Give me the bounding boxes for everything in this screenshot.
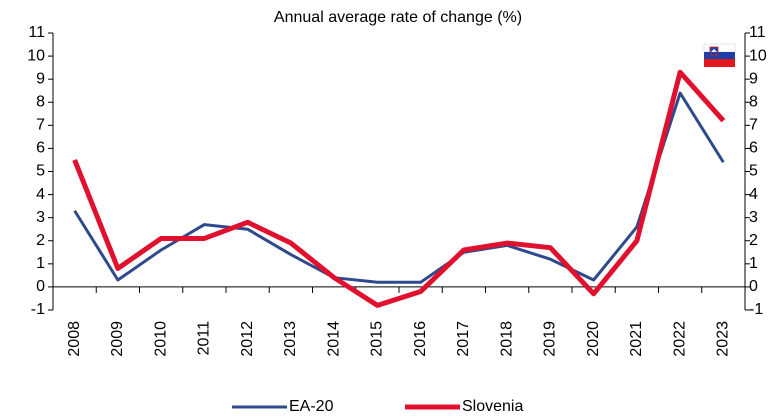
x-tick-label: 2016 [412, 321, 429, 357]
y-tick-label: 1 [36, 255, 45, 272]
y2-tick-label: 0 [749, 278, 758, 295]
series-line [72, 69, 726, 308]
y-tick-label: 5 [36, 163, 45, 180]
y2-tick-label: 6 [749, 140, 758, 157]
y-tick-label: 4 [36, 186, 45, 203]
y-tick-label: 0 [36, 278, 45, 295]
y2-tick-label: 1 [749, 255, 758, 272]
y2-tick-label: 2 [749, 232, 758, 249]
x-tick-label: 2014 [325, 321, 342, 357]
y2-tick-label: 4 [749, 186, 758, 203]
x-tick-label: 2010 [152, 321, 169, 357]
x-tick-label: 2021 [628, 321, 645, 357]
x-tick-label: 2017 [455, 321, 472, 357]
x-tick-label: 2018 [498, 321, 515, 357]
y2-tick-label: 9 [749, 70, 758, 87]
y2-tick-label: 7 [749, 117, 758, 134]
x-tick-label: 2013 [282, 321, 299, 357]
y2-tick-label: 8 [749, 93, 758, 110]
y-tick-label: 7 [36, 117, 45, 134]
y-tick-label: 9 [36, 70, 45, 87]
y2-tick-label: 5 [749, 163, 758, 180]
x-tick-label: 2020 [585, 321, 602, 357]
x-tick-label: 2022 [671, 321, 688, 357]
y-tick-label: 10 [27, 47, 45, 64]
legend-label: Slovenia [462, 398, 523, 415]
x-tick-label: 2019 [542, 321, 559, 357]
x-tick-label: 2011 [196, 321, 213, 356]
y-tick-label: -1 [31, 301, 45, 318]
y-tick-label: 6 [36, 140, 45, 157]
y2-tick-label: 10 [749, 47, 767, 64]
x-tick-label: 2015 [369, 321, 386, 357]
x-tick-label: 2023 [715, 321, 732, 357]
y2-tick-label: 11 [749, 24, 766, 41]
flag-icon [703, 43, 736, 67]
y-tick-label: 11 [28, 24, 45, 41]
legend-label: EA-20 [289, 398, 334, 415]
x-tick-label: 2008 [66, 321, 83, 357]
y2-tick-label: -1 [749, 301, 763, 318]
chart-title: Annual average rate of change (%) [274, 9, 522, 26]
y2-tick-label: 3 [749, 209, 758, 226]
y-tick-label: 8 [36, 93, 45, 110]
y-tick-label: 2 [36, 232, 45, 249]
x-tick-label: 2012 [239, 321, 256, 357]
x-tick-label: 2009 [109, 321, 126, 357]
y-tick-label: 3 [36, 209, 45, 226]
